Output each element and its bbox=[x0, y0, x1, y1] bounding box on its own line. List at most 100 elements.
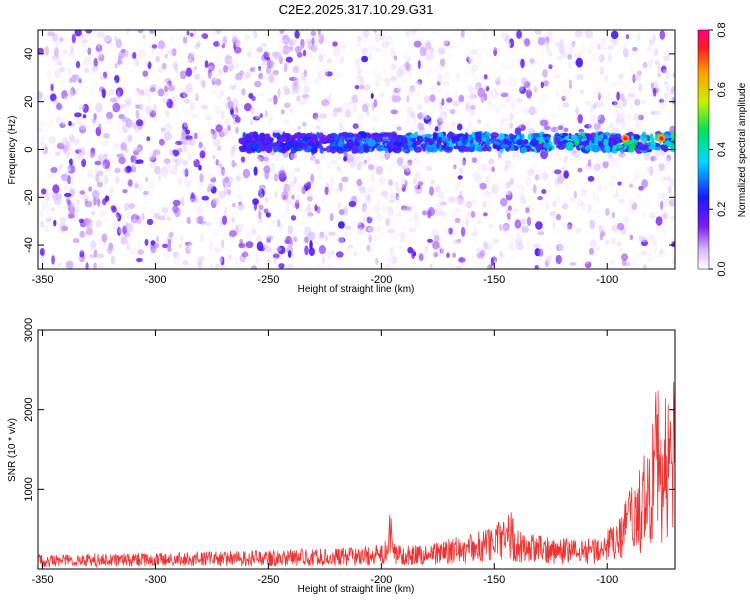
heat-cell bbox=[627, 93, 636, 98]
heat-cell bbox=[149, 30, 156, 34]
heat-cell bbox=[487, 99, 492, 104]
heat-cell bbox=[377, 213, 385, 221]
heat-cell bbox=[291, 185, 296, 191]
heat-cell bbox=[177, 156, 182, 166]
heat-cell bbox=[65, 260, 74, 269]
heat-cell bbox=[336, 71, 344, 79]
heat-cell bbox=[148, 153, 156, 161]
heat-cell bbox=[257, 217, 263, 223]
heat-cell bbox=[473, 170, 480, 181]
heat-cell bbox=[412, 85, 417, 94]
heat-cell bbox=[302, 121, 307, 127]
heat-cell bbox=[52, 184, 60, 194]
heat-cell bbox=[253, 80, 262, 88]
heat-cell bbox=[611, 174, 619, 182]
x-tick-label: -350 bbox=[32, 574, 54, 586]
heat-cell bbox=[627, 179, 636, 188]
heat-cell bbox=[59, 216, 66, 225]
heat-cell bbox=[501, 79, 510, 86]
heat-cell bbox=[444, 113, 448, 120]
heat-cell bbox=[314, 35, 322, 41]
heat-cell bbox=[649, 212, 656, 219]
heat-cell bbox=[64, 192, 72, 198]
heat-cell bbox=[184, 168, 189, 177]
heat-cell bbox=[404, 30, 412, 36]
heat-cell bbox=[449, 109, 456, 115]
heat-cell bbox=[361, 55, 369, 63]
heat-cell bbox=[137, 130, 142, 139]
heat-cell bbox=[85, 132, 94, 137]
heat-cell bbox=[398, 231, 406, 239]
heat-cell bbox=[161, 171, 169, 178]
heat-cell bbox=[411, 50, 417, 56]
heat-cell bbox=[338, 56, 345, 65]
heat-cell bbox=[485, 175, 489, 183]
heat-cell bbox=[387, 229, 395, 234]
heat-cell bbox=[405, 119, 412, 125]
band-cell bbox=[628, 143, 636, 151]
heat-cell bbox=[287, 263, 293, 269]
heat-cell bbox=[309, 240, 313, 250]
heat-cell bbox=[52, 33, 59, 42]
heat-cell bbox=[568, 30, 572, 36]
heat-cell bbox=[596, 100, 604, 108]
heat-cell bbox=[157, 256, 163, 263]
heat-cell bbox=[406, 95, 410, 103]
heat-cell bbox=[418, 129, 426, 135]
heat-cell bbox=[417, 104, 422, 114]
heat-cell bbox=[387, 238, 392, 248]
heat-cell bbox=[325, 104, 332, 110]
heat-cell bbox=[327, 58, 332, 66]
heat-cell bbox=[84, 67, 89, 74]
heat-cell bbox=[162, 243, 168, 249]
heat-cell bbox=[375, 198, 382, 209]
heat-cell bbox=[91, 66, 99, 74]
heat-cell bbox=[78, 78, 82, 84]
heat-cell bbox=[449, 211, 457, 217]
heat-cell bbox=[493, 46, 498, 57]
heat-cell bbox=[339, 231, 346, 239]
heat-cell bbox=[253, 166, 258, 176]
heat-cell bbox=[671, 241, 675, 248]
heat-cell bbox=[448, 227, 453, 235]
heat-cell bbox=[167, 239, 172, 248]
heat-cell bbox=[510, 57, 517, 67]
band-cell bbox=[670, 144, 675, 149]
heat-cell bbox=[331, 251, 335, 256]
heat-cell bbox=[377, 225, 381, 232]
heat-cell bbox=[557, 55, 563, 61]
y-tick-label: -20 bbox=[23, 189, 35, 205]
heat-cell bbox=[618, 152, 626, 158]
heat-cell bbox=[113, 140, 118, 147]
heat-cell bbox=[181, 168, 189, 177]
heat-cell bbox=[551, 209, 557, 219]
heat-cell bbox=[578, 35, 583, 43]
heat-cell bbox=[325, 40, 331, 46]
heat-cell bbox=[44, 192, 51, 202]
heat-cell bbox=[302, 49, 307, 57]
heat-cell bbox=[189, 52, 195, 60]
heat-cell bbox=[252, 115, 261, 121]
heat-cell bbox=[399, 78, 406, 84]
band-cell bbox=[357, 145, 365, 154]
heat-cell bbox=[371, 172, 375, 183]
heat-cell bbox=[245, 241, 254, 249]
heat-cell bbox=[199, 233, 204, 243]
heat-cell bbox=[226, 212, 232, 219]
heat-cell bbox=[452, 123, 456, 133]
heat-cell bbox=[224, 206, 228, 216]
heat-cell bbox=[151, 153, 157, 163]
band-cell bbox=[290, 146, 298, 154]
heat-cell bbox=[308, 231, 316, 241]
heat-cell bbox=[555, 127, 559, 134]
heat-cell bbox=[414, 184, 421, 190]
x-tick-label: -100 bbox=[596, 574, 618, 586]
heat-cell bbox=[88, 89, 95, 96]
heat-cell bbox=[44, 46, 50, 56]
heat-cell bbox=[491, 124, 498, 133]
heat-cell bbox=[654, 149, 662, 156]
heat-cell bbox=[608, 53, 612, 63]
heat-cell bbox=[54, 262, 60, 269]
heat-cell bbox=[282, 39, 288, 44]
